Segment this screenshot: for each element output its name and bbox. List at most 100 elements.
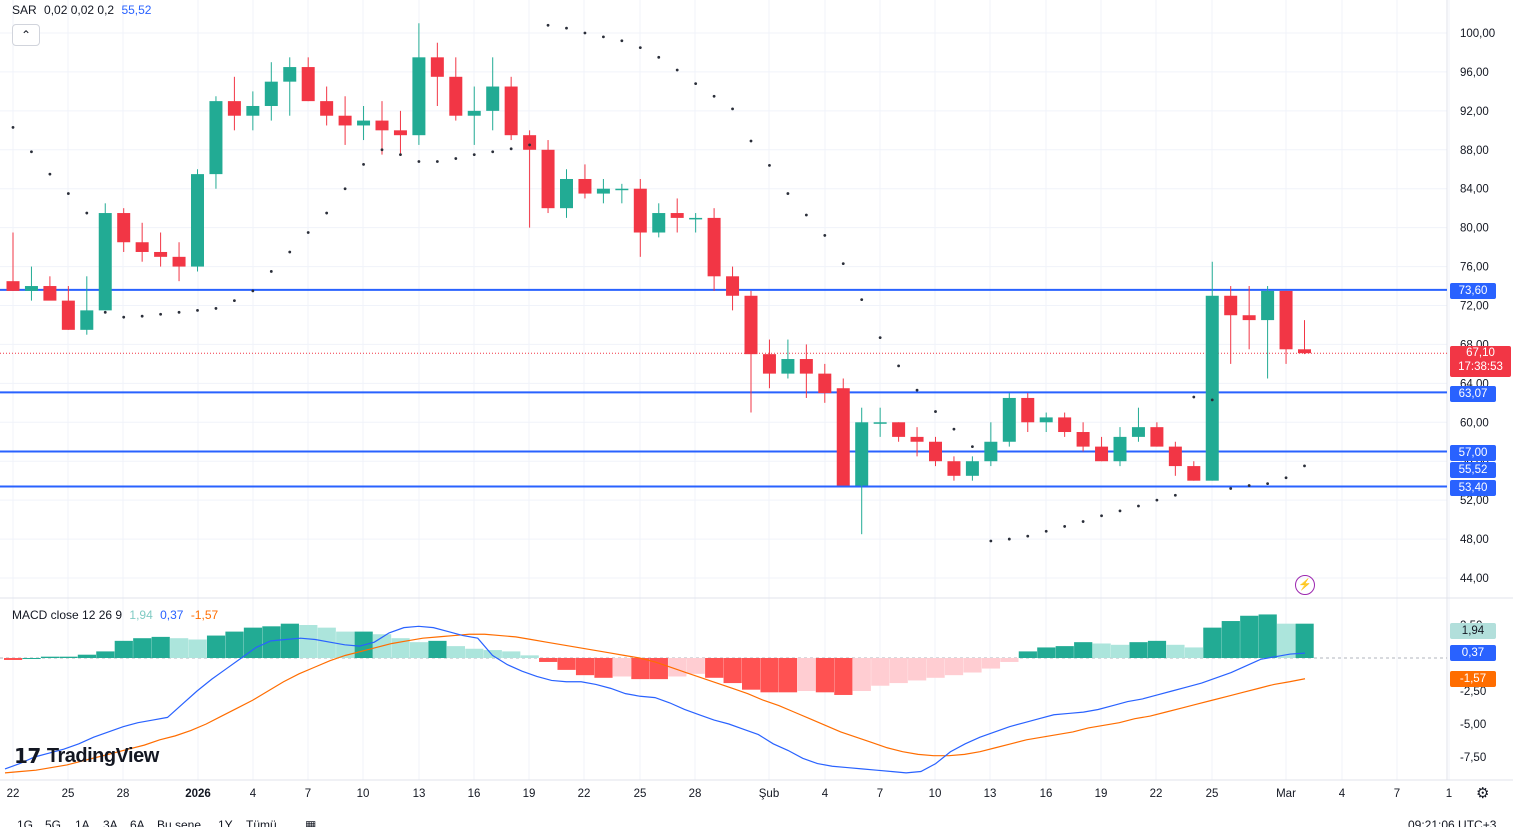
price-axis[interactable]: 100,00 96,00 92,00 88,00 84,00 80,00 76,00 72,0… [1460,28,1495,585]
candle-body [191,174,204,267]
calendar-icon[interactable]: ▦ [305,818,317,827]
macd-hist-bar [1111,644,1130,658]
sar-dot [472,153,476,157]
sar-dot [565,26,568,30]
settings-icon[interactable]: ⚙ [1476,785,1490,802]
time-tick-label: 7 [877,788,883,800]
candle-body [984,441,998,462]
sar-value-label: 55,52 [1450,462,1496,478]
collapse-legend-button[interactable]: ⌃ [12,24,40,46]
macd-hist-bar [1221,621,1240,658]
range-ytd-button[interactable]: Bu sene [157,818,202,827]
sar-dot [1100,514,1103,518]
macd-hist-bar [742,658,761,690]
candle-body [1131,427,1145,437]
candle-body [504,86,518,136]
macd-hist-bar [114,640,133,658]
price-tick-label: 88,00 [1460,145,1489,157]
candle-body [43,286,57,301]
sar-dot [30,150,33,154]
time-tick-label: 22 [1150,788,1163,800]
macd-hist-bar [225,631,244,658]
tradingview-logo[interactable]: 17 TradingView [14,744,159,768]
macd-hist-bar [926,658,945,678]
sar-dot [435,160,439,163]
sar-dot [380,148,384,152]
sar-dot [841,262,845,266]
candle-body [689,217,703,220]
macd-tick-label: -5,00 [1460,719,1486,731]
candle-body [1224,295,1238,316]
candle-body [1021,397,1035,423]
range-1y-button[interactable]: 1Y [218,818,233,827]
range-1g-button[interactable]: 1G [17,818,34,827]
time-tick-label: 28 [689,788,702,800]
time-tick-label: 22 [578,788,591,800]
macd-legend-name: MACD close 12 26 9 [12,608,123,622]
macd-hist-bar [668,658,687,677]
macd-hist-bar [59,656,78,658]
sar-dot [860,298,864,302]
sar-dot [546,23,550,27]
macd-hist-bar [299,625,318,658]
clock-text[interactable]: 09:21:06 UTC+3 [1408,818,1497,827]
time-tick-label: 10 [357,788,370,800]
price-tick-label: 48,00 [1460,534,1489,546]
macd-hist-bar [557,658,576,670]
candle-body [1058,417,1072,433]
range-5g-button[interactable]: 5G [45,818,62,827]
horizontal-levels[interactable] [0,288,1447,488]
candle-body [1261,290,1275,321]
sar-dot [269,270,273,273]
sar-dot [306,231,310,234]
candle-body [80,310,94,330]
candle-body [98,213,112,311]
candle-body [24,286,38,291]
candle-body [301,67,315,102]
time-tick-label: 10 [929,788,942,800]
sar-dot [177,310,181,314]
macd-hist-bar [908,658,927,681]
sar-dot [602,35,605,39]
bottom-toolbar: 1G 5G 1A 3A 6A Bu sene 1Y Tümü ▦ 09:21:0… [0,816,1513,827]
sar-legend-params: 0,02 0,02 0,2 [44,3,115,17]
candle-body [855,422,869,486]
sar-dot [196,308,199,312]
time-tick-label: 13 [413,788,426,800]
sar-dot [1155,498,1159,502]
sar-dot [804,213,808,217]
range-1a-button[interactable]: 1A [75,818,90,827]
candle-body [1298,349,1311,354]
macd-axis[interactable]: 2,50-2,50-5,00-7,50 [1460,620,1486,764]
candle-body [929,441,942,462]
macd-hist-bar [649,658,668,680]
range-3a-button[interactable]: 3A [103,818,118,827]
macd-hist-bar [1166,644,1185,658]
lightning-icon[interactable]: ⚡ [1295,575,1315,595]
candle-body [799,359,813,374]
sar-dot [1137,504,1140,508]
candle-body [947,461,961,476]
sar-dot [878,336,882,340]
sar-dot [1026,534,1030,538]
sar-dot [952,427,956,431]
sar-dot [343,187,347,191]
time-axis[interactable]: 22 25 28 2026 4 7 10 13 16 19 22 25 28 Şub 4 7 10 13 16 19 2… [7,788,1453,800]
price-tick-label: 92,00 [1460,106,1489,118]
macd-line [4,625,1306,774]
sar-dot [915,388,919,392]
candle-body [375,120,389,131]
macd-hist-bar [243,627,263,658]
macd-hist-bar [944,658,964,676]
candle-body [1279,290,1293,350]
candle-body [246,105,260,116]
candle-body [836,388,850,486]
price-tick-label: 80,00 [1460,223,1489,235]
candle-body [61,300,75,330]
range-6a-button[interactable]: 6A [130,818,145,827]
candle-body [117,213,131,243]
sar-dot [362,162,365,166]
range-all-button[interactable]: Tümü [246,818,277,827]
macd-hist-bar [1295,623,1314,658]
